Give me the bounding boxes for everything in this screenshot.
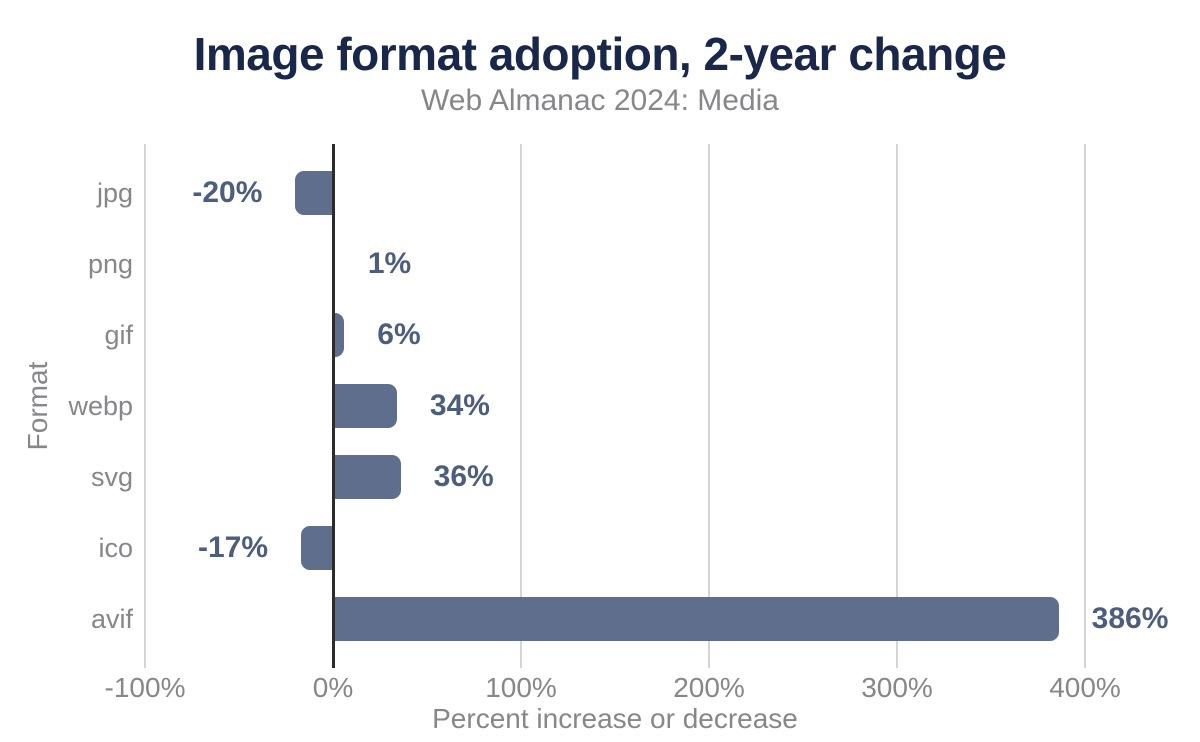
gridline <box>520 144 522 668</box>
x-tick-label: 200% <box>673 672 745 703</box>
chart-title: Image format adoption, 2-year change <box>193 28 1007 80</box>
bar <box>301 526 333 570</box>
x-tick-label: 400% <box>1049 672 1121 703</box>
category-label: webp <box>68 391 133 421</box>
x-axis-title: Percent increase or decrease <box>432 703 798 734</box>
chart-subtitle: Web Almanac 2024: Media <box>421 84 779 117</box>
bar-value-label: 386% <box>1091 602 1169 635</box>
gridline <box>896 144 898 668</box>
category-label: avif <box>90 604 133 634</box>
category-label: svg <box>90 462 133 492</box>
zero-line <box>331 144 335 668</box>
x-tick-label: -100% <box>104 672 186 703</box>
x-tick-label: 100% <box>485 672 557 703</box>
bar-value-label: 6% <box>377 318 421 351</box>
bar <box>333 455 401 499</box>
bar-value-label: 1% <box>367 247 412 280</box>
bar <box>333 384 397 428</box>
bar <box>333 313 345 357</box>
gridline <box>1084 144 1086 668</box>
category-label: gif <box>104 320 133 350</box>
category-label: jpg <box>96 178 133 208</box>
x-tick-label: 0% <box>312 672 354 703</box>
bar-value-label: 34% <box>429 389 490 422</box>
bar-value-label: -17% <box>197 531 269 564</box>
x-tick-label: 300% <box>861 672 933 703</box>
gridline <box>144 144 146 668</box>
gridline <box>708 144 710 668</box>
bar <box>333 597 1059 641</box>
category-label: png <box>87 249 133 279</box>
category-label: ico <box>98 533 133 563</box>
bar-value-label: -20% <box>192 176 263 209</box>
bar-value-label: 36% <box>433 460 494 493</box>
bar <box>295 171 333 215</box>
